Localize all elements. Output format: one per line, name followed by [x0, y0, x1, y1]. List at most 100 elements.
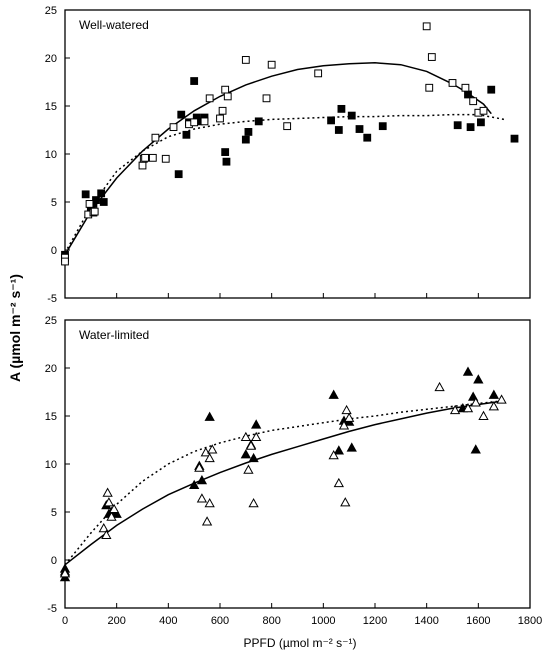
data-point-filled-square — [327, 116, 335, 125]
data-point-filled-square — [510, 134, 519, 143]
data-point-open-square — [314, 69, 323, 78]
data-point-filled-square — [254, 117, 263, 126]
data-point-open-square — [85, 200, 94, 208]
data-point-open-triangle — [201, 516, 213, 526]
data-point-filled-triangle — [251, 419, 262, 429]
data-point-filled-square — [347, 111, 356, 120]
data-point-open-square — [448, 79, 457, 87]
data-point-open-square — [223, 92, 232, 101]
y-tick-label: 0 — [51, 555, 57, 567]
data-point-open-triangle — [103, 497, 115, 507]
data-point-filled-square — [81, 190, 90, 199]
y-tick-label: -5 — [47, 603, 57, 615]
data-point-filled-triangle — [111, 508, 122, 518]
data-point-filled-square — [378, 122, 387, 131]
x-tick-label: 1600 — [466, 615, 490, 627]
data-point-open-triangle — [59, 568, 71, 578]
x-tick-label: 600 — [211, 615, 229, 627]
data-point-filled-square — [464, 90, 472, 99]
data-point-filled-triangle — [204, 411, 215, 421]
data-point-filled-square — [363, 133, 372, 142]
x-tick-label: 1200 — [363, 615, 387, 627]
x-tick-label: 400 — [159, 615, 177, 627]
data-point-filled-square — [222, 157, 231, 166]
data-point-open-triangle — [333, 477, 344, 488]
data-point-open-square — [461, 83, 470, 92]
data-point-open-triangle — [98, 522, 109, 533]
data-point-open-triangle — [478, 410, 489, 420]
x-tick-label: 200 — [107, 615, 125, 627]
y-tick-label: 10 — [45, 459, 57, 471]
data-point-open-triangle — [488, 401, 499, 411]
data-point-open-triangle — [194, 462, 205, 472]
data-point-filled-triangle — [333, 445, 344, 455]
data-point-open-square — [283, 122, 292, 131]
data-point-filled-square — [97, 189, 106, 198]
y-tick-label: -5 — [47, 293, 57, 305]
data-point-open-square — [422, 22, 431, 31]
data-point-open-square — [218, 106, 227, 115]
data-point-filled-square — [487, 85, 496, 94]
data-point-filled-triangle — [462, 366, 474, 376]
data-point-filled-triangle — [240, 449, 251, 459]
y-tick-label: 20 — [45, 53, 57, 65]
data-point-filled-triangle — [196, 474, 208, 485]
y-tick-label: 10 — [45, 149, 57, 161]
panel-well-watered: Well-watered -5 0 5 10 15 20 25 — [45, 5, 531, 305]
data-point-open-triangle — [341, 404, 352, 415]
data-point-filled-triangle — [328, 389, 339, 399]
data-point-filled-triangle — [470, 444, 481, 454]
fit-line-dotted — [64, 113, 505, 254]
data-point-open-square — [205, 94, 214, 103]
x-tick-label: 800 — [262, 615, 280, 627]
fit-line-dotted — [64, 399, 505, 566]
data-point-filled-square — [241, 135, 250, 144]
data-point-open-square — [138, 161, 147, 170]
data-point-open-triangle — [106, 511, 117, 521]
y-tick-label: 5 — [51, 197, 57, 209]
data-point-open-triangle — [344, 412, 355, 422]
data-point-filled-square — [221, 148, 230, 156]
data-point-open-triangle — [462, 402, 474, 413]
data-point-open-triangle — [101, 529, 112, 539]
data-point-open-triangle — [102, 487, 113, 497]
data-point-open-square — [90, 207, 99, 216]
data-point-open-square — [427, 53, 436, 61]
y-tick-label: 25 — [45, 315, 57, 327]
panel-title: Well-watered — [79, 18, 149, 32]
data-point-open-triangle — [108, 503, 120, 514]
data-point-filled-square — [99, 198, 108, 206]
fit-line-solid — [64, 400, 500, 566]
data-point-open-square — [200, 117, 209, 126]
y-tick-label: 25 — [45, 5, 57, 17]
data-point-open-square — [148, 153, 157, 162]
data-point-filled-triangle — [189, 479, 200, 490]
data-point-open-square — [161, 154, 170, 163]
y-tick-label: 20 — [45, 363, 57, 375]
data-point-filled-triangle — [488, 389, 499, 399]
data-point-filled-square — [174, 170, 183, 179]
data-point-filled-square — [190, 77, 199, 85]
data-point-filled-square — [182, 130, 191, 139]
data-point-open-triangle — [340, 497, 351, 507]
data-point-open-square — [216, 114, 224, 123]
x-tick-label: 1400 — [414, 615, 438, 627]
data-point-filled-square — [334, 126, 343, 134]
data-point-open-square — [241, 56, 250, 64]
data-point-open-square — [262, 94, 271, 103]
data-point-open-square — [479, 106, 488, 115]
data-point-open-square — [425, 83, 434, 92]
data-point-open-triangle — [338, 420, 350, 430]
data-point-filled-square — [244, 128, 253, 136]
data-point-open-square — [221, 85, 230, 94]
data-point-open-square — [141, 153, 149, 162]
y-tick-label: 15 — [45, 411, 57, 423]
y-tick-label: 5 — [51, 507, 57, 519]
data-point-open-triangle — [248, 498, 259, 508]
data-point-open-triangle — [207, 444, 218, 454]
data-point-open-triangle — [449, 404, 461, 415]
data-point-filled-square — [453, 121, 462, 130]
plot-frame — [64, 9, 531, 299]
data-point-open-triangle — [204, 452, 215, 463]
